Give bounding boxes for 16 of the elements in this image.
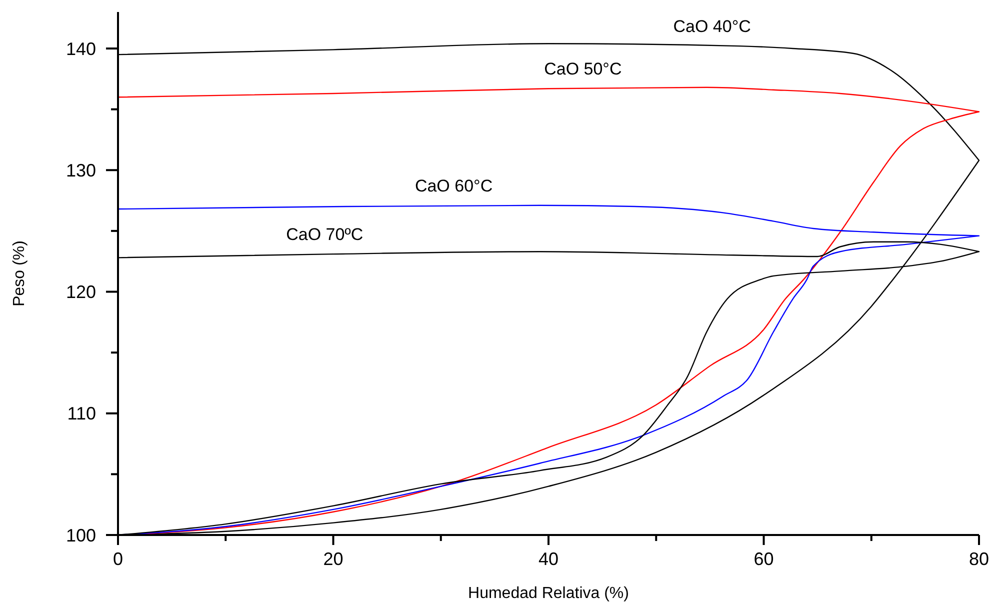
y-tick-label: 100 xyxy=(66,525,96,546)
y-tick-label: 130 xyxy=(66,160,96,180)
x-tick-label: 0 xyxy=(112,549,124,569)
x-tick-label: 20 xyxy=(323,549,344,569)
y-tick-label: 110 xyxy=(67,404,96,424)
y-axis-title: Peso (%) xyxy=(11,240,28,306)
x-tick-label: 60 xyxy=(754,549,774,569)
x-tick-label: 80 xyxy=(968,549,990,569)
y-tick-label: 140 xyxy=(66,38,96,59)
x-tick-label: 40 xyxy=(538,549,559,569)
y-tick-label: 120 xyxy=(66,282,96,302)
x-axis-title: Humedad Relativa (%) xyxy=(468,585,629,602)
series-label: CaO 50°C xyxy=(544,60,622,79)
series-label: CaO 40°C xyxy=(673,17,751,36)
series-label: CaO 70ºC xyxy=(286,225,364,244)
series-label: CaO 60°C xyxy=(414,176,493,196)
